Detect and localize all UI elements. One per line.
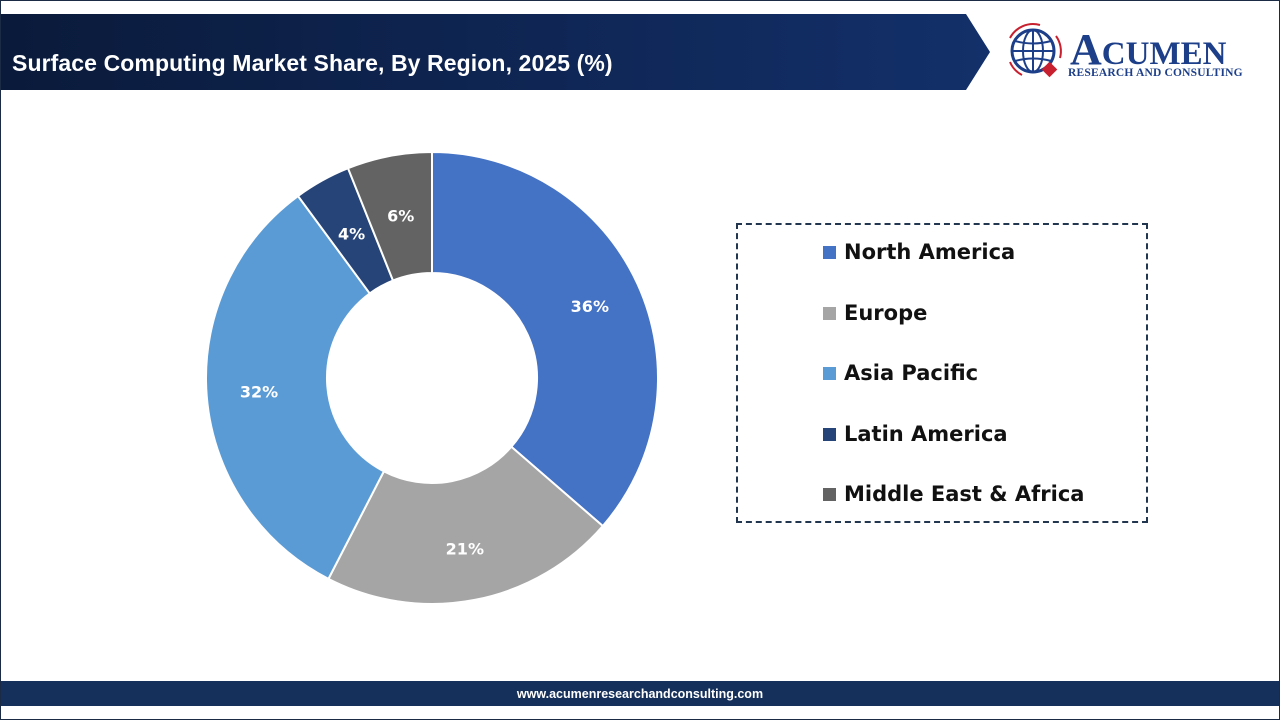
data-label-asia-pacific: 32%	[240, 383, 278, 402]
data-label-middle-east-africa: 6%	[387, 206, 414, 225]
banner-arrow-shape	[1, 14, 990, 90]
data-label-europe: 21%	[446, 539, 484, 558]
title-banner: Surface Computing Market Share, By Regio…	[1, 14, 991, 90]
legend-swatch	[823, 487, 836, 501]
legend-swatch	[823, 366, 836, 380]
legend-item-latin-america: Latin America	[823, 419, 1008, 449]
donut-slice-europe	[327, 445, 605, 605]
logo-tagline: RESEARCH AND CONSULTING	[1068, 67, 1243, 79]
legend-swatch	[823, 427, 836, 441]
chart-legend: North America Europe Asia Pacific Latin …	[736, 223, 1148, 523]
footer-bar: www.acumenresearchandconsulting.com	[1, 681, 1279, 706]
legend-item-europe: Europe	[823, 298, 927, 328]
legend-swatch	[823, 306, 836, 320]
data-label-latin-america: 4%	[338, 224, 365, 243]
donut-chart: 36% 21% 32% 4% 6%	[190, 140, 680, 620]
donut-chart-svg: 36% 21% 32% 4% 6%	[205, 150, 659, 605]
data-label-north-america: 36%	[571, 297, 609, 316]
legend-item-middle-east-africa: Middle East & Africa	[823, 479, 1084, 509]
legend-item-asia-pacific: Asia Pacific	[823, 358, 978, 388]
acumen-logo: ACUMEN RESEARCH AND CONSULTING	[1004, 22, 1264, 84]
donut-slice-middle-east-africa	[346, 150, 433, 282]
legend-swatch	[823, 245, 836, 259]
globe-icon	[1009, 23, 1062, 78]
chart-title: Surface Computing Market Share, By Regio…	[12, 50, 613, 76]
logo-wordmark: ACUMEN	[1070, 25, 1227, 74]
donut-slice-north-america	[431, 150, 659, 528]
donut-slice-asia-pacific	[205, 194, 386, 581]
legend-item-north-america: North America	[823, 237, 1015, 267]
footer-url[interactable]: www.acumenresearchandconsulting.com	[516, 686, 764, 701]
